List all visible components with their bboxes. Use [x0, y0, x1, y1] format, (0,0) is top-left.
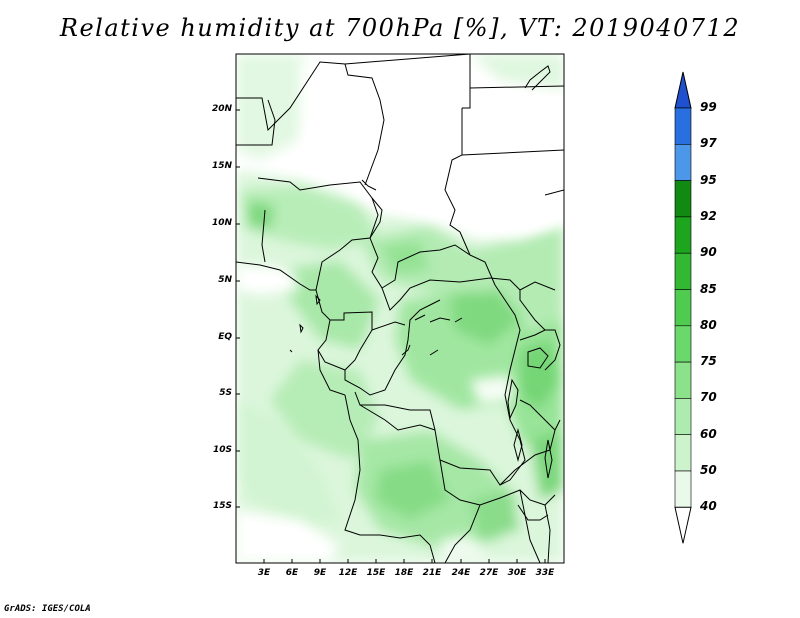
- colorbar-tick-label: 50: [700, 463, 717, 477]
- colorbar-tick-label: 70: [700, 390, 717, 405]
- lon-label-18e: 18E: [394, 568, 414, 578]
- lon-label-21e: 21E: [422, 568, 442, 578]
- lon-label-30e: 30E: [507, 568, 527, 578]
- colorbar-segment: [674, 216, 692, 254]
- grads-credit: GrADS: IGES/COLA: [4, 604, 91, 614]
- lon-label-6e: 6E: [285, 568, 299, 578]
- lon-label-27e: 27E: [479, 568, 499, 578]
- colorbar-segment: [674, 180, 692, 218]
- lon-label-15e: 15E: [366, 568, 386, 578]
- colorbar-tick-label: 95: [700, 172, 717, 187]
- lon-label-3e: 3E: [257, 568, 271, 578]
- lon-label-33e: 33E: [535, 568, 555, 578]
- lat-label-20n: 20N: [211, 104, 232, 114]
- country-borders: [236, 54, 564, 563]
- colorbar-segment: [674, 434, 692, 472]
- lon-label-24e: 24E: [451, 568, 471, 578]
- colorbar-tick-label: 80: [700, 317, 717, 332]
- colorbar-bottom-arrow: [674, 506, 692, 544]
- colorbar-segment: [674, 289, 692, 327]
- colorbar-tick-label: 40: [700, 499, 717, 514]
- colorbar-tick-label: 92: [700, 208, 717, 223]
- map-title: Relative humidity at 700hPa [%], VT: 201…: [59, 14, 741, 42]
- colorbar-tick-label: 60: [700, 426, 717, 441]
- colorbar-segment: [674, 361, 692, 399]
- colorbar-top-arrow: [674, 71, 692, 109]
- lat-label-15s: 15S: [212, 501, 232, 511]
- lat-label-10n: 10N: [211, 218, 232, 228]
- lon-ticks: [263, 559, 546, 563]
- lat-label-10s: 10S: [212, 445, 232, 455]
- colorbar-segment: [674, 470, 692, 508]
- lat-label-5s: 5S: [219, 388, 232, 398]
- colorbar-tick-label: 85: [700, 281, 717, 296]
- colorbar-segment: [674, 325, 692, 363]
- lon-label-12e: 12E: [338, 568, 358, 578]
- lon-label-9e: 9E: [313, 568, 327, 578]
- lat-label-15n: 15N: [211, 161, 232, 171]
- colorbar-tick-label: 90: [700, 245, 717, 260]
- colorbar-tick-label: 97: [700, 136, 717, 151]
- colorbar-segment: [674, 252, 692, 290]
- colorbar-tick-label: 75: [700, 354, 717, 369]
- lat-label-5n: 5N: [218, 275, 232, 285]
- lat-label-eq: EQ: [218, 332, 232, 342]
- humidity-field: [236, 54, 564, 563]
- colorbar-segment: [674, 144, 692, 181]
- lat-ticks: [236, 109, 240, 508]
- map-frame: [235, 53, 565, 564]
- colorbar-segment: [674, 398, 692, 435]
- colorbar: [674, 71, 692, 544]
- colorbar-segment: [674, 107, 692, 145]
- colorbar-tick-label: 99: [700, 100, 717, 114]
